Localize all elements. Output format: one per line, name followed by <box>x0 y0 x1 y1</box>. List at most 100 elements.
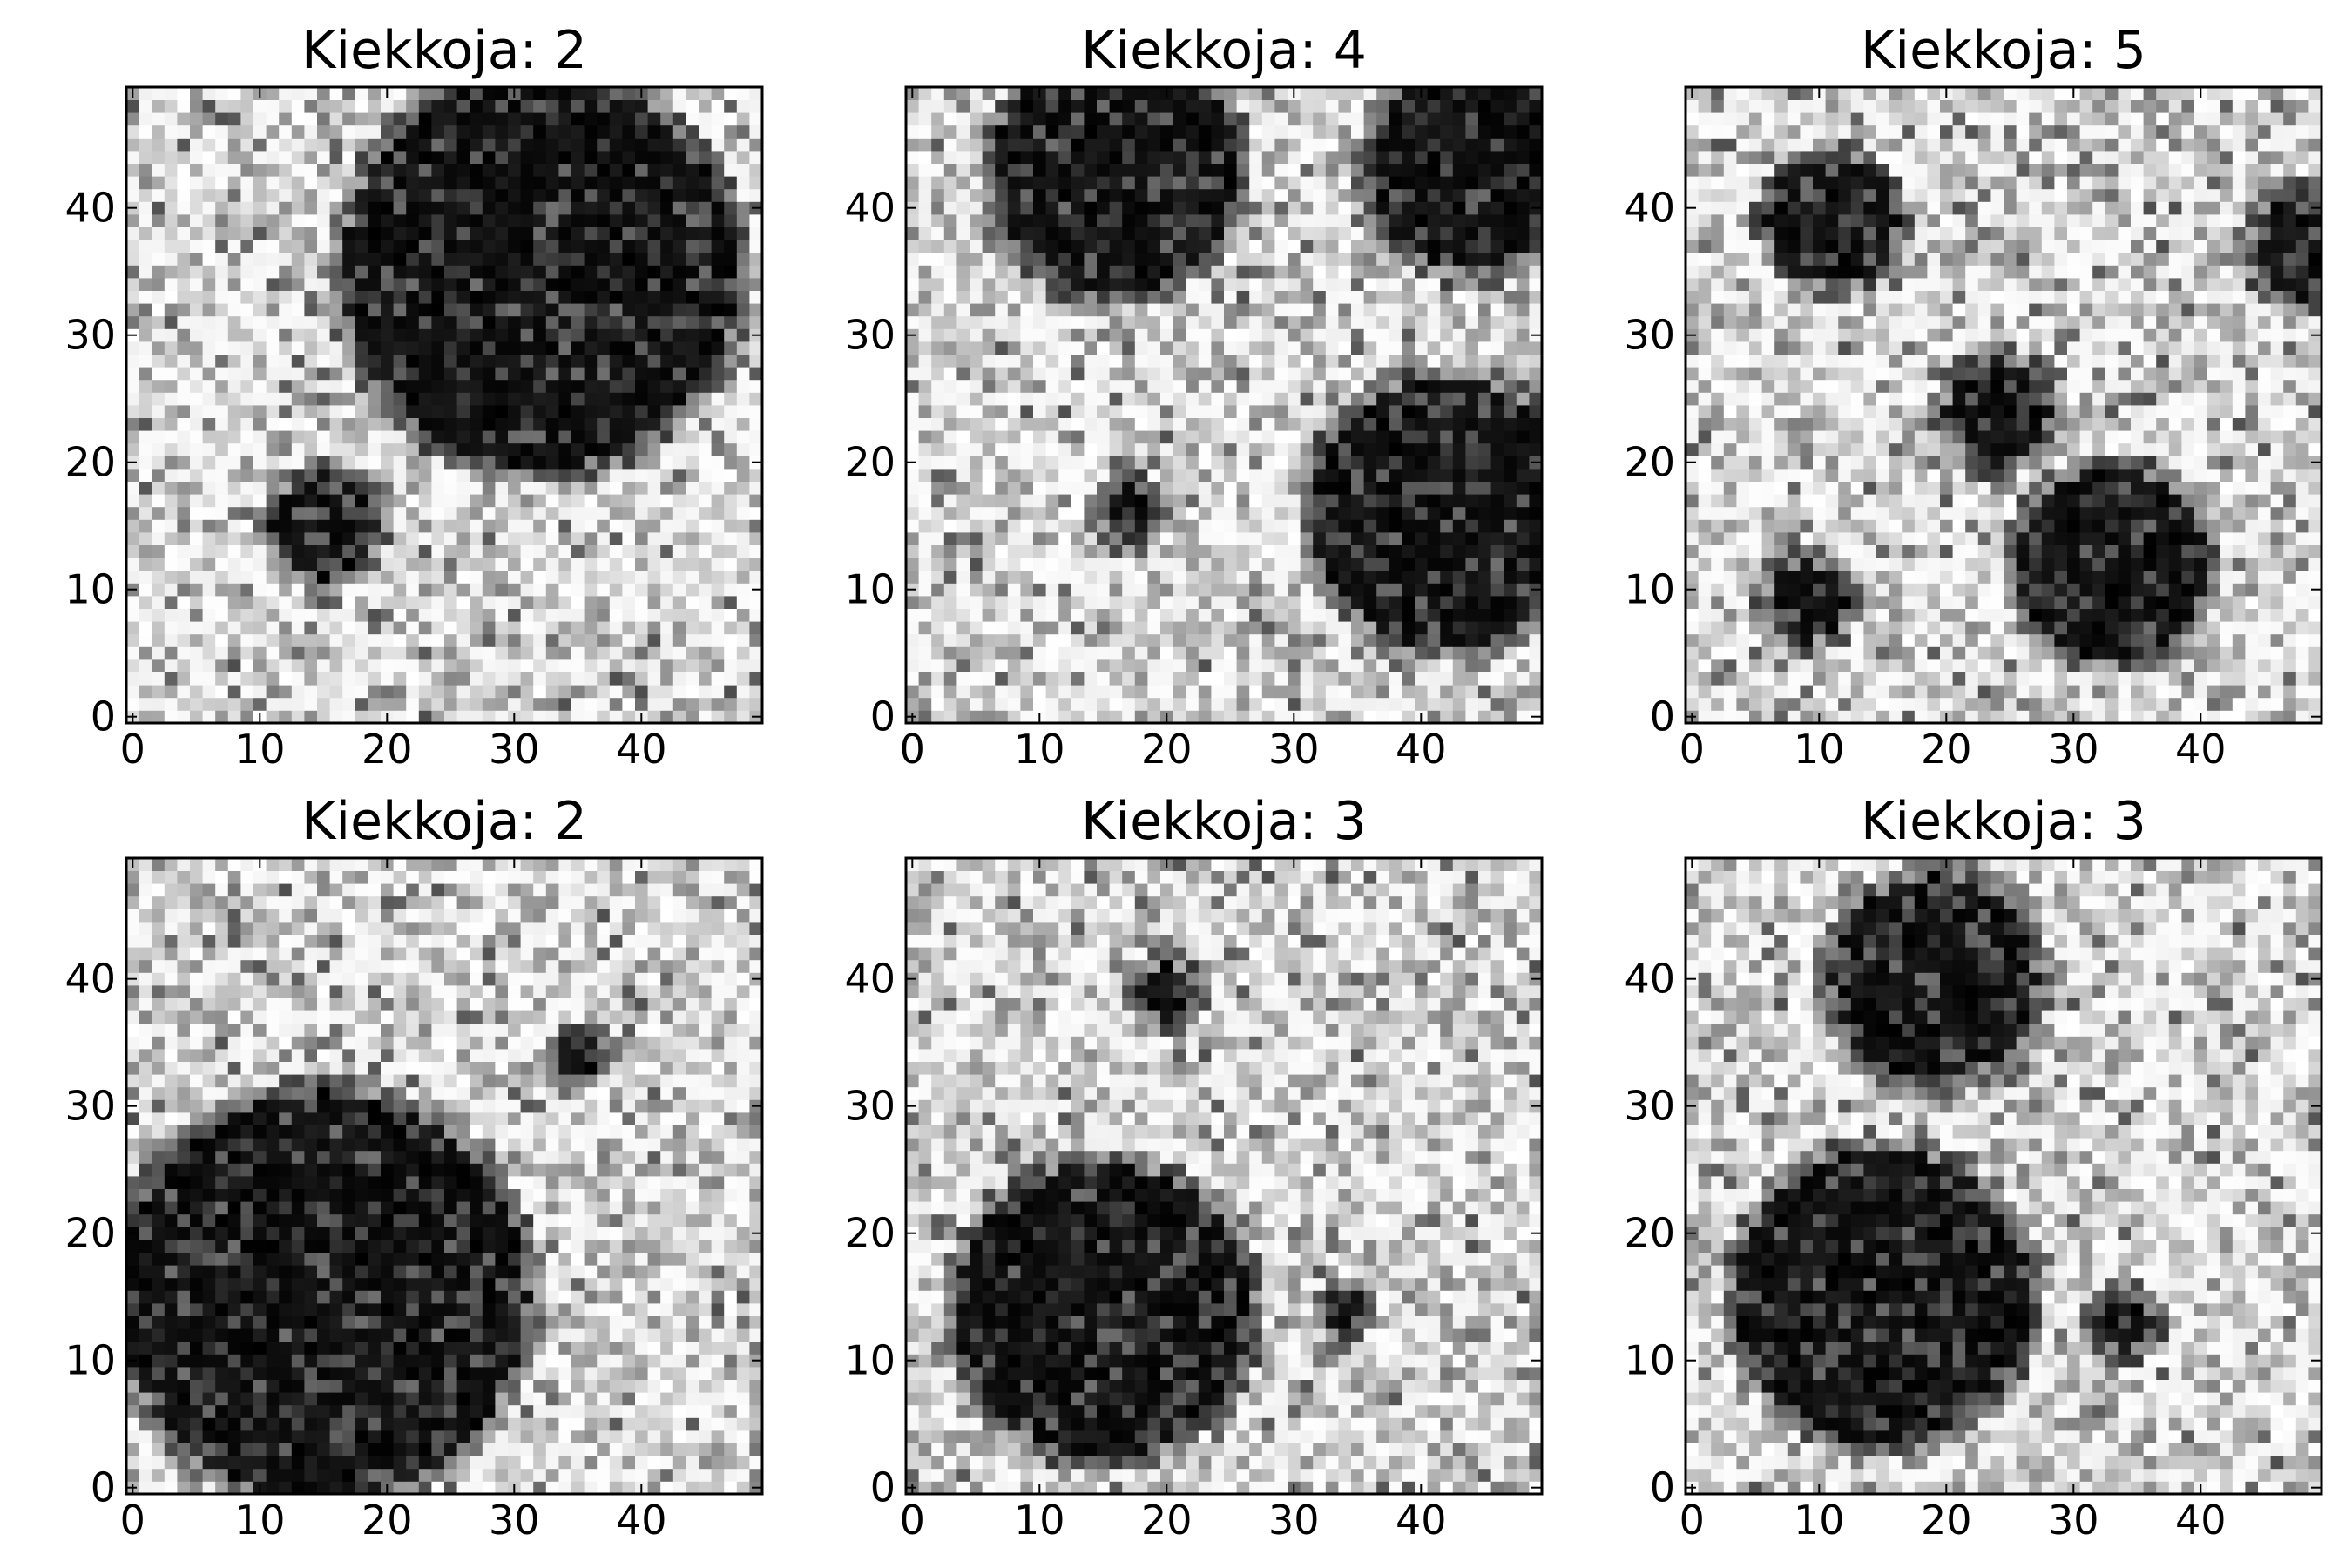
heatmap-cell <box>724 367 738 381</box>
heatmap-cell <box>1440 672 1454 686</box>
heatmap-cell <box>1097 583 1110 597</box>
heatmap-cell <box>1134 240 1148 253</box>
heatmap-cell <box>418 570 432 584</box>
heatmap-cell <box>1351 226 1364 240</box>
heatmap-cell <box>736 138 750 152</box>
heatmap-cell <box>1097 405 1110 418</box>
heatmap-cell <box>508 252 521 266</box>
heatmap-cell <box>1173 646 1186 660</box>
heatmap-cell <box>1274 278 1288 291</box>
heatmap-cell <box>1351 558 1364 571</box>
heatmap-cell <box>456 163 470 177</box>
heatmap-cell <box>1288 456 1301 470</box>
heatmap-cell <box>1516 646 1530 660</box>
heatmap-cell <box>931 341 945 355</box>
heatmap-cell <box>1452 608 1466 622</box>
heatmap-cell <box>686 163 700 177</box>
heatmap-cell <box>906 265 919 279</box>
heatmap-cell <box>418 583 432 597</box>
heatmap-cell <box>495 214 509 227</box>
heatmap-cell <box>597 621 611 635</box>
heatmap-cell <box>1084 596 1098 609</box>
heatmap-cell <box>1389 392 1402 406</box>
heatmap-cell <box>418 341 432 355</box>
heatmap-cell <box>202 163 216 177</box>
heatmap-cell <box>495 290 509 304</box>
heatmap-cell <box>918 201 932 215</box>
heatmap-cell <box>342 494 356 508</box>
heatmap-cell <box>1198 519 1212 533</box>
heatmap-cell <box>190 138 203 152</box>
heatmap-cell <box>1224 417 1237 431</box>
heatmap-cell <box>317 188 330 202</box>
heatmap-cell <box>1261 125 1275 139</box>
heatmap-cell <box>1236 697 1250 711</box>
heatmap-cell <box>970 417 983 431</box>
heatmap-cell <box>329 328 343 342</box>
heatmap-cell <box>1007 469 1021 482</box>
heatmap-cell <box>1020 544 1034 558</box>
heatmap-cell <box>906 354 919 368</box>
heatmap-cell <box>622 125 636 139</box>
heatmap-cell <box>329 367 343 381</box>
heatmap-cell <box>1288 214 1301 227</box>
heatmap-cell <box>520 176 534 190</box>
heatmap-cell <box>1300 163 1314 177</box>
heatmap-cell <box>1478 532 1491 545</box>
heatmap-cell <box>1134 315 1148 329</box>
heatmap-cell <box>304 265 318 279</box>
heatmap-cell <box>1440 710 1454 724</box>
heatmap-cell <box>304 379 318 393</box>
heatmap-cell <box>240 99 254 113</box>
heatmap-cell <box>1313 621 1327 635</box>
heatmap-cell <box>1020 481 1034 495</box>
heatmap-cell <box>647 328 661 342</box>
heatmap-cell <box>1313 481 1327 495</box>
heatmap-cell <box>495 87 509 100</box>
heatmap-cell <box>622 163 636 177</box>
heatmap-cell <box>1033 201 1046 215</box>
heatmap-cell <box>1147 99 1161 113</box>
heatmap-cell <box>1389 278 1402 291</box>
heatmap-cell <box>1211 570 1225 584</box>
heatmap-cell <box>152 240 166 253</box>
heatmap-cell <box>342 544 356 558</box>
heatmap-cell <box>1465 621 1479 635</box>
heatmap-cell <box>1440 328 1454 342</box>
heatmap-cell <box>622 417 636 431</box>
heatmap-cell <box>317 367 330 381</box>
heatmap-cell <box>1478 99 1491 113</box>
heatmap-cell <box>215 392 229 406</box>
heatmap-cell <box>647 87 661 100</box>
heatmap-cell <box>1236 506 1250 520</box>
heatmap-cell <box>1415 112 1428 126</box>
heatmap-cell <box>584 341 598 355</box>
heatmap-cell <box>202 697 216 711</box>
heatmap-cell <box>1376 456 1390 470</box>
heatmap-cell <box>406 290 420 304</box>
heatmap-cell <box>393 532 407 545</box>
heatmap-cell <box>647 570 661 584</box>
heatmap-cell <box>1338 379 1352 393</box>
heatmap-cell <box>190 608 203 622</box>
heatmap-cell <box>215 608 229 622</box>
heatmap-cell <box>291 710 305 724</box>
heatmap-cell <box>164 710 178 724</box>
heatmap-cell <box>1465 367 1479 381</box>
heatmap-cell <box>711 685 725 699</box>
heatmap-cell <box>1440 240 1454 253</box>
heatmap-cell <box>584 519 598 533</box>
heatmap-cell <box>1452 621 1466 635</box>
heatmap-cell <box>1211 659 1225 672</box>
heatmap-cell <box>1020 672 1034 686</box>
heatmap-cell <box>1147 367 1161 381</box>
heatmap-cell <box>1529 633 1543 647</box>
heatmap-cell <box>1376 646 1390 660</box>
heatmap-cell <box>533 646 547 660</box>
heatmap-cell <box>635 544 648 558</box>
heatmap-cell <box>943 544 957 558</box>
heatmap-cell <box>304 278 318 291</box>
heatmap-cell <box>711 341 725 355</box>
heatmap-cell <box>291 469 305 482</box>
heatmap-cell <box>1097 494 1110 508</box>
